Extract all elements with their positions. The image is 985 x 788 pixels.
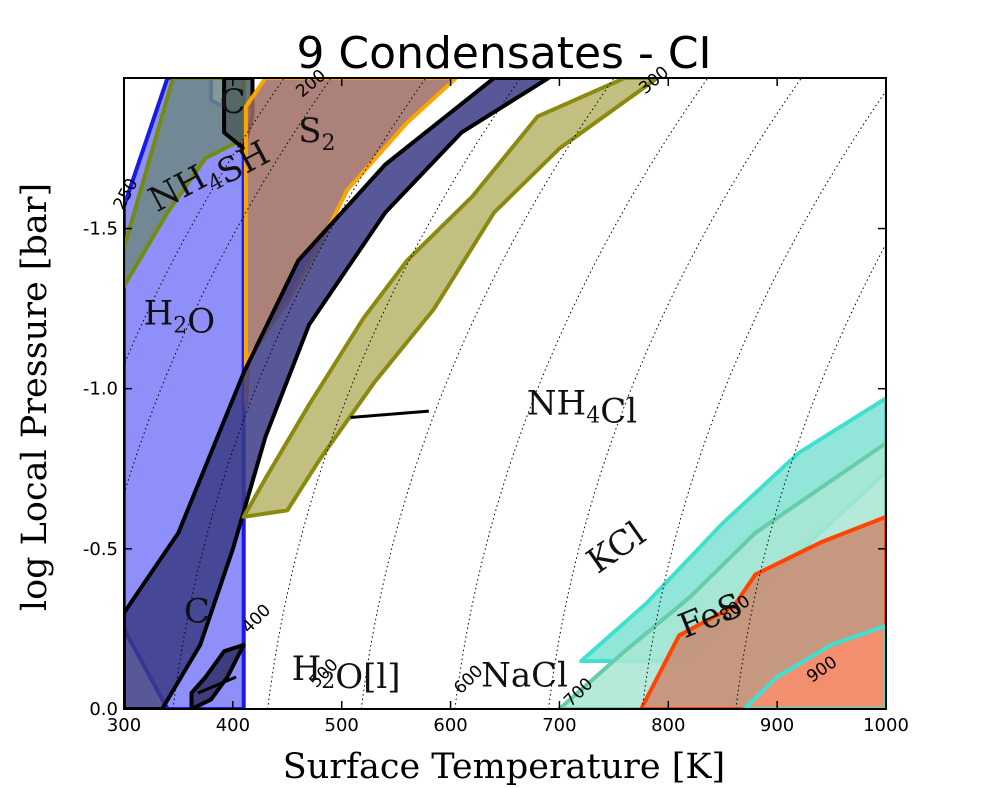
isotherm-400 bbox=[172, 78, 427, 709]
x-tick-label: 400 bbox=[216, 715, 250, 736]
region-c bbox=[124, 78, 551, 709]
isotherm-250 bbox=[124, 78, 285, 367]
label-h2o-l-: H2O[l] bbox=[292, 649, 401, 697]
y-tick-label: 0.0 bbox=[89, 699, 118, 720]
x-tick-label: 900 bbox=[760, 715, 794, 736]
x-tick-label: 600 bbox=[433, 715, 467, 736]
isotherm-600 bbox=[360, 78, 615, 709]
region-nh4cl bbox=[241, 78, 660, 519]
region-nh4sh bbox=[124, 78, 246, 289]
label-s2: S2 bbox=[298, 111, 335, 156]
condensate-regions bbox=[124, 78, 886, 709]
label-nacl: NaCl bbox=[481, 656, 568, 696]
label-kcl: KCl bbox=[580, 514, 653, 582]
isotherm-lines bbox=[124, 78, 886, 709]
region-fes-lower bbox=[742, 623, 886, 709]
y-axis-label: log Local Pressure [bar] bbox=[15, 183, 55, 611]
label-h2o: H2O bbox=[144, 294, 216, 342]
annotation-line bbox=[350, 409, 429, 419]
isotherm-300 bbox=[124, 78, 332, 496]
annotation-line bbox=[197, 675, 237, 695]
isotherm-800 bbox=[548, 78, 803, 709]
y-tick-label: -1.5 bbox=[83, 219, 118, 240]
label-c: C bbox=[184, 592, 210, 632]
chart-title: 9 Condensates - CI bbox=[296, 28, 711, 79]
y-tick-label: -1.0 bbox=[83, 379, 118, 400]
region-h2o-l- bbox=[189, 642, 246, 709]
x-tick-label: 700 bbox=[542, 715, 576, 736]
isotherm-900 bbox=[641, 90, 886, 709]
plot-frame bbox=[123, 77, 887, 710]
label-nh4cl: NH4Cl bbox=[527, 383, 637, 431]
x-tick-label: 500 bbox=[325, 715, 359, 736]
y-tick-label: -0.5 bbox=[83, 539, 118, 560]
x-axis-label: Surface Temperature [K] bbox=[283, 747, 725, 787]
label-c: C bbox=[220, 82, 246, 122]
x-tick-label: 800 bbox=[651, 715, 685, 736]
isotherm-700 bbox=[454, 78, 709, 709]
x-tick-label: 1000 bbox=[863, 715, 909, 736]
x-tick-label: 300 bbox=[107, 715, 141, 736]
isotherm-500 bbox=[267, 78, 522, 709]
axis-ticks: 300 400 500 600 700 800 900 1000 0.0 -0.5 -1.0 -1.5 bbox=[83, 78, 909, 736]
